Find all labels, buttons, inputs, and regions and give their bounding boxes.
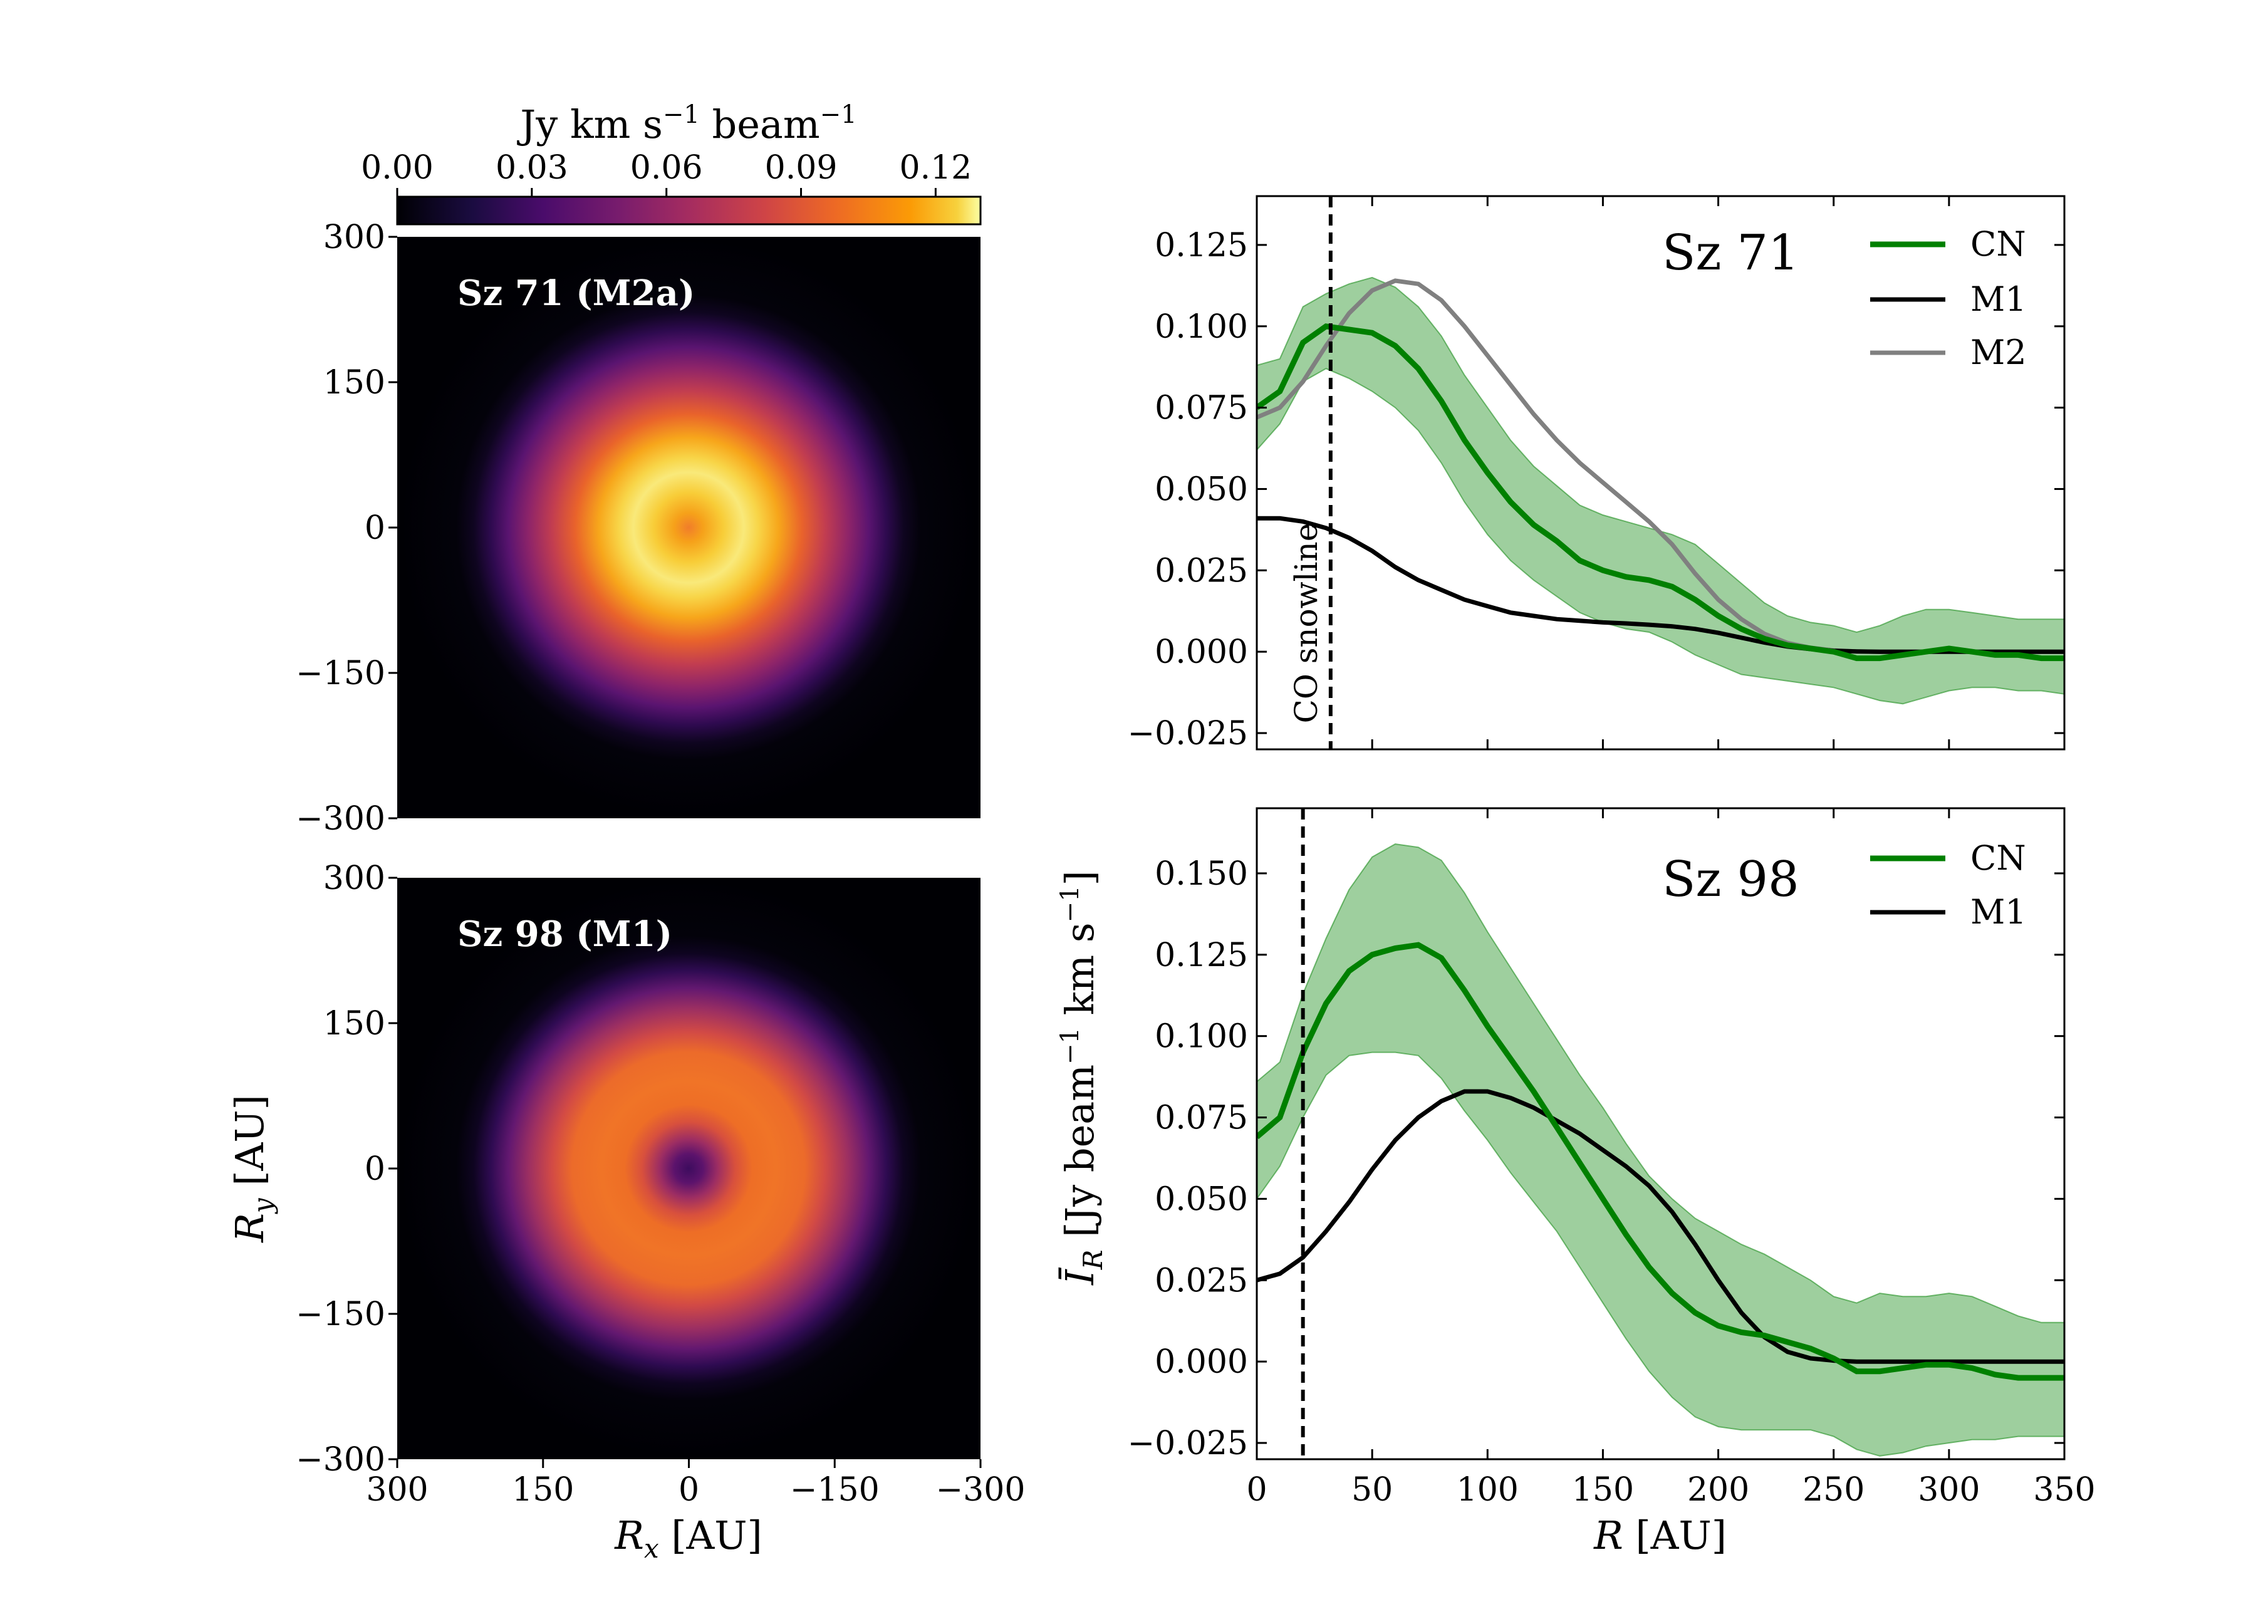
profile-sz98: −0.025 0.000 0.025 0.050 0.075 0.100 0.125 0.15… — [1056, 807, 2096, 1558]
profile-ytick-label: 0.025 — [1155, 552, 1248, 590]
profile-sz71-frame — [1256, 195, 2066, 751]
map-xtick-label: 150 — [512, 1471, 574, 1509]
map-ytick-label: −300 — [296, 1441, 385, 1479]
profile-xtick-label: 200 — [1687, 1471, 1749, 1509]
profile-ytick-label: 0.000 — [1155, 1343, 1248, 1381]
map-sz71-emission — [398, 237, 979, 818]
profile-xtick-label: 100 — [1457, 1471, 1519, 1509]
profile-ytick-label: 0.050 — [1155, 1180, 1248, 1218]
legend-sz98-cn-label: CN — [1970, 838, 2026, 878]
map-ytick-label: 0 — [365, 1150, 385, 1188]
profile-ytick-label: 0.150 — [1155, 855, 1248, 893]
map-ytick-label: 0 — [365, 509, 385, 547]
map-sz71: Sz 71 (M2a) 300 150 0 −150 −300 — [296, 219, 981, 838]
profile-sz98-frame — [1256, 807, 2066, 1460]
profile-sz71-yticks: −0.025 0.000 0.025 0.050 0.075 0.100 0.125 — [1128, 227, 2064, 752]
legend-sz71: CN M1 M2 — [1870, 224, 2027, 372]
profile-sz98-xticks: 0 50 100 150 200 250 300 350 — [1246, 808, 2096, 1509]
legend-sz71-cn-label: CN — [1970, 224, 2026, 264]
profile-ytick-label: 0.100 — [1155, 308, 1248, 346]
colorbar-tick-label: 0.00 — [361, 149, 434, 187]
colorbar-label: Jy km s−1 beam−1 — [516, 100, 856, 147]
colorbar-gradient — [396, 195, 982, 226]
cn-data-line-sz98 — [1257, 942, 2064, 1381]
map-sz71-title: Sz 71 (M2a) — [457, 273, 695, 314]
profile-ytick-label: 0.125 — [1155, 937, 1248, 974]
profile-xtick-label: 250 — [1802, 1471, 1865, 1509]
legend-sz98: CN M1 — [1870, 838, 2027, 932]
profile-ytick-label: 0.075 — [1155, 1100, 1248, 1137]
map-xtick-label: 300 — [366, 1471, 428, 1509]
map-sz98-xticks: 300 150 0 −150 −300 — [366, 1459, 1025, 1509]
profile-ytick-label: 0.000 — [1155, 633, 1248, 671]
map-ytick-label: 300 — [323, 860, 385, 897]
cn-uncertainty-band-sz71 — [1257, 276, 2064, 705]
map-ytick-label: −300 — [296, 800, 385, 838]
colorbar-tick-label: 0.12 — [899, 149, 972, 187]
map-sz98-emission — [398, 878, 979, 1459]
m1-model-line-sz98 — [1257, 1089, 2064, 1364]
profile-sz98-yticks: −0.025 0.000 0.025 0.050 0.075 0.100 0.125 0.15… — [1128, 855, 2064, 1462]
profile-xtick-label: 350 — [2033, 1471, 2095, 1509]
profile-xtick-label: 0 — [1246, 1471, 1267, 1509]
map-sz98-yticks: 300 150 0 −150 −300 — [296, 860, 397, 1479]
profile-y-axis-label: ĪR [Jy beam−1 km s−1] — [1056, 870, 1108, 1285]
co-snowline-label: CO snowline — [1288, 523, 1324, 724]
profile-sz71: −0.025 0.000 0.025 0.050 0.075 0.100 0.125 CO … — [1128, 195, 2066, 752]
profile-sz98-title: Sz 98 — [1662, 851, 1799, 908]
profile-xtick-label: 50 — [1351, 1471, 1393, 1509]
map-ytick-label: 150 — [323, 364, 385, 402]
map-ytick-label: 300 — [323, 219, 385, 256]
profile-ytick-label: 0.125 — [1155, 227, 1248, 264]
profile-ytick-label: 0.075 — [1155, 390, 1248, 427]
profile-ytick-label: 0.050 — [1155, 471, 1248, 508]
profile-sz71-xticks — [1256, 196, 2066, 749]
legend-sz71-m2-label: M2 — [1970, 333, 2027, 372]
profile-ytick-label: −0.025 — [1128, 1425, 1248, 1462]
map-xtick-label: 0 — [679, 1471, 699, 1509]
colorbar: Jy km s−1 beam−1 0.00 0.03 0.06 0.09 0.12 — [361, 100, 982, 226]
profile-ytick-label: 0.025 — [1155, 1262, 1248, 1299]
profile-x-axis-label: R [AU] — [1593, 1512, 1727, 1558]
map-sz98-title: Sz 98 (M1) — [457, 914, 672, 955]
map-ytick-label: −150 — [296, 655, 385, 692]
map-y-axis-label: Ry [AU] — [227, 1095, 278, 1243]
profile-xtick-label: 150 — [1572, 1471, 1634, 1509]
map-xtick-label: −300 — [936, 1471, 1026, 1509]
colorbar-tick-label: 0.03 — [496, 149, 568, 187]
map-sz71-yticks: 300 150 0 −150 −300 — [296, 219, 397, 838]
profile-sz71-title: Sz 71 — [1662, 225, 1799, 281]
cn-uncertainty-band-sz98 — [1257, 843, 2064, 1457]
profile-xtick-label: 300 — [1918, 1471, 1980, 1509]
colorbar-ticks: 0.00 0.03 0.06 0.09 0.12 — [361, 149, 972, 197]
map-ytick-label: 150 — [323, 1005, 385, 1043]
cn-data-line-sz71 — [1257, 323, 2064, 662]
map-sz98: Sz 98 (M1) 300 150 0 −150 −300 300 150 0 −150 −3… — [227, 860, 1025, 1564]
profile-ytick-label: −0.025 — [1128, 715, 1248, 752]
legend-sz98-m1-label: M1 — [1970, 892, 2027, 932]
legend-sz71-m1-label: M1 — [1970, 279, 2027, 319]
colorbar-tick-label: 0.06 — [630, 149, 703, 187]
map-x-axis-label: Rx [AU] — [614, 1512, 762, 1564]
profile-ytick-label: 0.100 — [1155, 1018, 1248, 1056]
map-xtick-label: −150 — [790, 1471, 880, 1509]
colorbar-tick-label: 0.09 — [765, 149, 838, 187]
map-ytick-label: −150 — [296, 1296, 385, 1333]
